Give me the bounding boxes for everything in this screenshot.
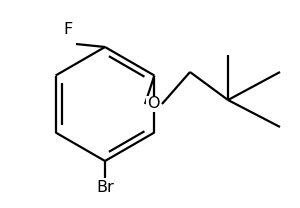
Text: O: O [147, 97, 159, 111]
Text: Br: Br [96, 181, 114, 196]
Text: F: F [63, 22, 73, 37]
